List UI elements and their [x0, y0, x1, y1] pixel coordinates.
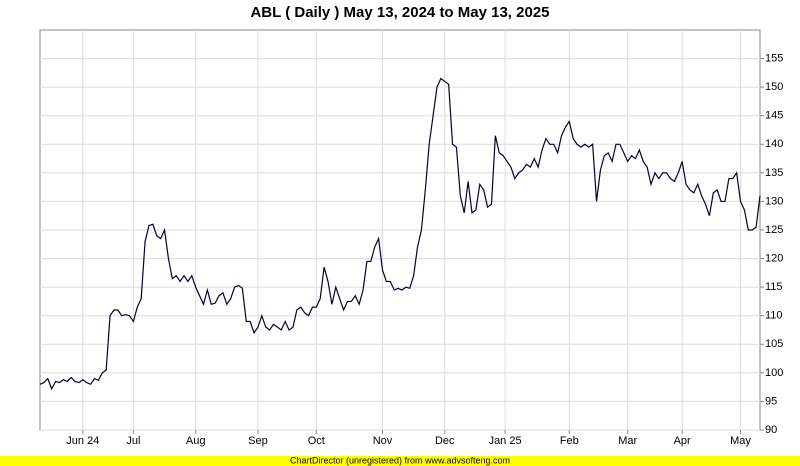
y-tick-label: 140: [765, 138, 783, 150]
y-tick-label: 135: [765, 167, 783, 179]
x-tick-label: Apr: [674, 435, 691, 447]
y-tick-label: 155: [765, 52, 783, 64]
x-tick-label: Jan 25: [489, 435, 522, 447]
x-tick-label: Jul: [126, 435, 140, 447]
y-tick-label: 120: [765, 252, 783, 264]
footer: ChartDirector (unregistered) from www.ad…: [290, 455, 510, 465]
x-tick-label: Nov: [373, 435, 393, 447]
y-tick-label: 105: [765, 338, 783, 350]
y-tick-label: 130: [765, 195, 783, 207]
x-tick-label: Jun 24: [66, 435, 99, 447]
y-tick-label: 90: [765, 424, 777, 436]
chart-title: ABL ( Daily ) May 13, 2024 to May 13, 20…: [250, 4, 549, 21]
y-tick-label: 125: [765, 224, 783, 236]
y-tick-label: 115: [765, 281, 783, 293]
x-tick-label: Sep: [248, 435, 268, 447]
footer-bar: [0, 456, 800, 466]
x-tick-label: Mar: [618, 435, 637, 447]
y-tick-label: 145: [765, 110, 783, 122]
y-tick-label: 95: [765, 395, 777, 407]
price-line: [39, 77, 761, 391]
y-tick-label: 150: [765, 81, 783, 93]
x-tick-label: Oct: [308, 435, 325, 447]
x-tick-label: Aug: [186, 435, 206, 447]
x-tick-label: Feb: [560, 435, 579, 447]
y-tick-label: 100: [765, 367, 783, 379]
y-tick-label: 110: [765, 310, 783, 322]
x-tick-label: Dec: [435, 435, 455, 447]
x-tick-label: May: [730, 435, 751, 447]
